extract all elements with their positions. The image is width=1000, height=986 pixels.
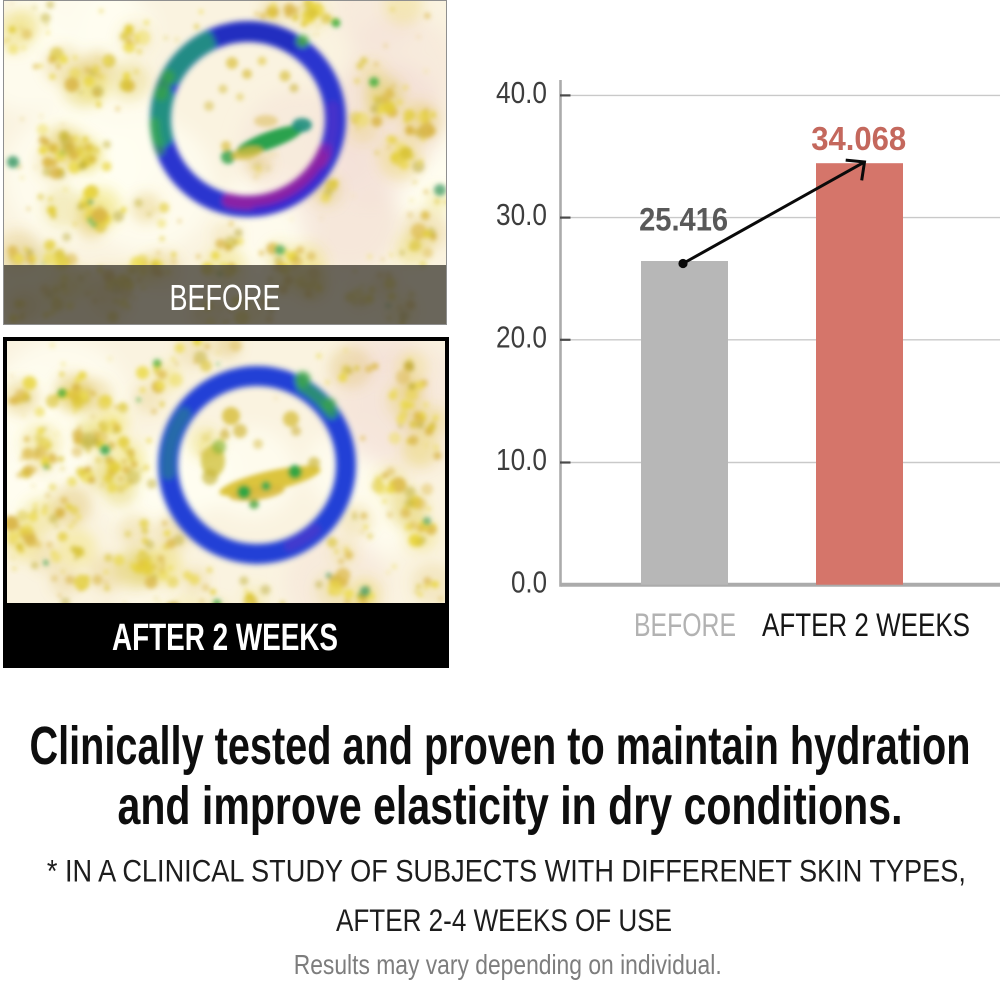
svg-text:Results may vary depending on: Results may vary depending on individual… <box>294 949 722 980</box>
svg-text:40.0: 40.0 <box>496 76 547 110</box>
svg-text:34.068: 34.068 <box>811 120 906 157</box>
svg-text:AFTER 2 WEEKS: AFTER 2 WEEKS <box>112 617 338 659</box>
svg-text:BEFORE: BEFORE <box>170 277 281 318</box>
svg-text:AFTER 2-4 WEEKS OF USE: AFTER 2-4 WEEKS OF USE <box>336 902 672 938</box>
svg-text:0.0: 0.0 <box>511 565 547 599</box>
svg-text:10.0: 10.0 <box>496 443 547 477</box>
svg-text:30.0: 30.0 <box>496 198 547 232</box>
svg-text:25.416: 25.416 <box>639 202 728 238</box>
svg-text:and improve elasticity in dry: and improve elasticity in dry conditions… <box>118 776 903 836</box>
svg-text:Clinically tested and proven t: Clinically tested and proven to maintain… <box>30 716 971 776</box>
svg-text:AFTER 2 WEEKS: AFTER 2 WEEKS <box>762 607 970 643</box>
svg-text:20.0: 20.0 <box>496 320 547 354</box>
svg-text:* IN A CLINICAL STUDY OF SUBJE: * IN A CLINICAL STUDY OF SUBJECTS WITH D… <box>47 852 966 888</box>
svg-text:BEFORE: BEFORE <box>634 607 736 643</box>
